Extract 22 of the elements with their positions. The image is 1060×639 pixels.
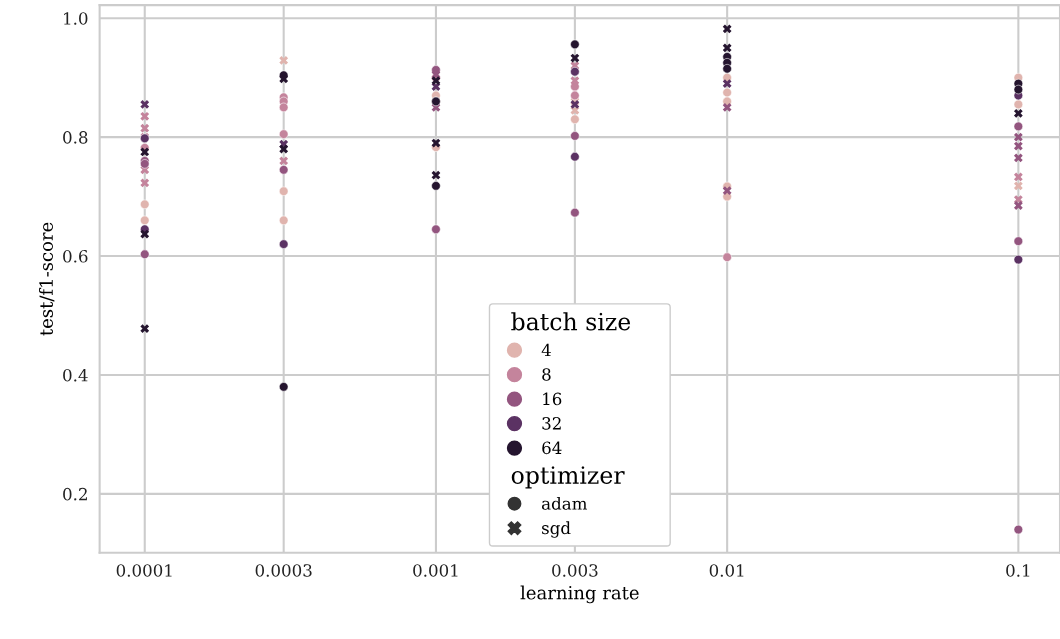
x-tick-label: 0.01 bbox=[709, 564, 744, 577]
legend-label: 8 bbox=[542, 368, 551, 381]
x-tick-label: 0.0003 bbox=[255, 564, 312, 577]
legend-label: 32 bbox=[542, 417, 561, 430]
y-tick-label: 0.2 bbox=[63, 487, 87, 501]
legend-label: 64 bbox=[542, 441, 562, 455]
legend-label: 16 bbox=[543, 392, 562, 406]
y-tick-label: 0.6 bbox=[63, 249, 88, 263]
x-tick-label: 0.003 bbox=[552, 564, 598, 577]
legend-label: adam bbox=[541, 496, 588, 510]
y-tick-label: 1.0 bbox=[64, 12, 88, 25]
legend-label: sgd bbox=[542, 521, 571, 538]
y-tick-label: 0.4 bbox=[63, 368, 88, 382]
x-tick-label: 0.001 bbox=[413, 564, 458, 577]
y-tick-label: 0.8 bbox=[63, 131, 88, 144]
x-axis-title: learning rate bbox=[520, 585, 639, 604]
x-tick-label: 0.1 bbox=[1006, 564, 1030, 577]
y-axis-title: test/f1-score bbox=[38, 222, 55, 336]
x-tick-label: 0.0001 bbox=[116, 564, 172, 577]
annotation: optimizer bbox=[511, 466, 625, 489]
legend-label: 4 bbox=[541, 343, 551, 357]
legend-title: batch size bbox=[511, 312, 631, 331]
